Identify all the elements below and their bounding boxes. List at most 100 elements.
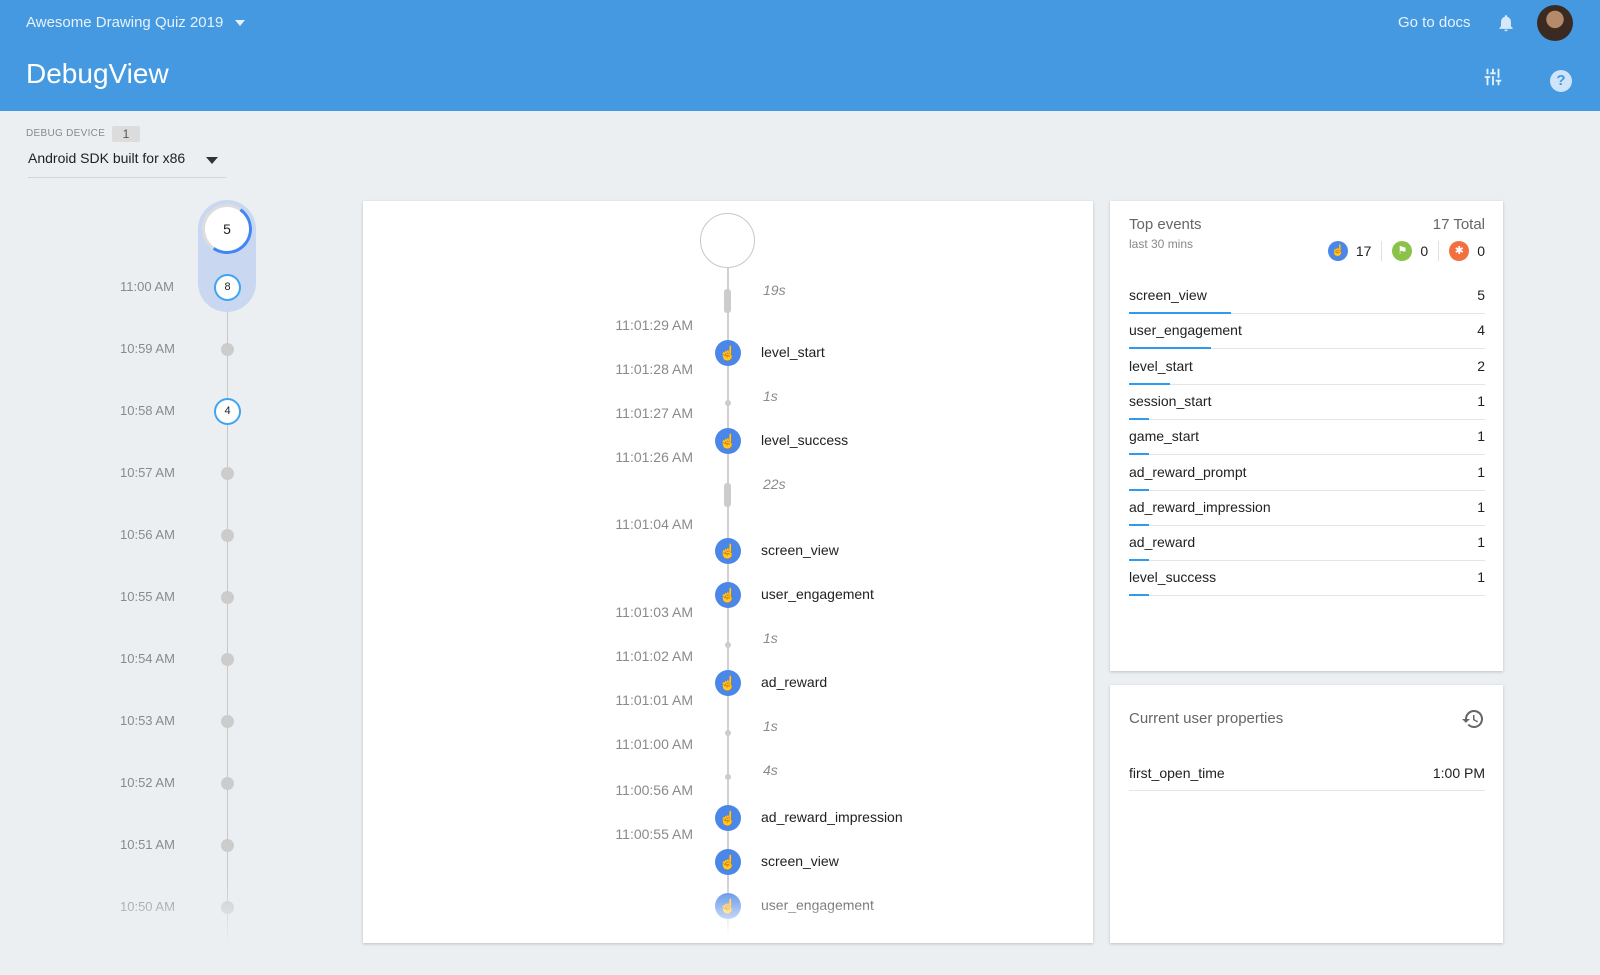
top-events-total: 17 Total (1432, 216, 1485, 233)
event-count: 4 (1477, 322, 1485, 339)
gap-dot (725, 400, 731, 406)
minute-time: 10:52 AM (120, 775, 175, 790)
touch-icon[interactable]: ☝ (715, 340, 741, 366)
event-timestamp: 11:00:56 AM (615, 782, 693, 798)
minute-time: 10:59 AM (120, 341, 175, 356)
minute-dot[interactable] (221, 343, 234, 356)
event-name: ad_reward_impression (1129, 498, 1271, 515)
event-count: 1 (1477, 463, 1485, 480)
minute-time: 10:54 AM (120, 651, 175, 666)
tune-icon[interactable] (1482, 66, 1504, 88)
event-name: session_start (1129, 392, 1212, 409)
top-event-row[interactable]: level_start 2 (1129, 349, 1485, 385)
divider (1381, 241, 1383, 261)
event-name[interactable]: user_engagement (761, 586, 874, 602)
touch-icon[interactable]: ☝ (715, 428, 741, 454)
event-timestamp: 11:01:29 AM (615, 317, 693, 333)
property-name: first_open_time (1129, 765, 1225, 781)
event-timestamp: 11:01:01 AM (615, 692, 693, 708)
minute-count-badge[interactable]: 8 (214, 274, 241, 301)
help-icon[interactable]: ? (1550, 70, 1572, 92)
minute-dot[interactable] (221, 715, 234, 728)
event-timestamp: 11:01:00 AM (615, 736, 693, 752)
history-icon[interactable] (1461, 707, 1485, 731)
event-name[interactable]: level_success (761, 432, 849, 448)
avatar[interactable] (1537, 5, 1573, 41)
stream-fade (363, 883, 1093, 943)
event-count: 1 (1477, 428, 1485, 445)
top-event-row[interactable]: session_start 1 (1129, 384, 1485, 420)
property-value: 1:00 PM (1432, 765, 1485, 781)
event-count: 1 (1477, 534, 1485, 551)
event-name[interactable]: ad_reward (761, 674, 828, 690)
minute-time: 10:55 AM (120, 589, 175, 604)
touch-icon[interactable]: ☝ (715, 582, 741, 608)
event-count-bar (1129, 382, 1170, 385)
event-name[interactable]: ad_reward_impression (761, 809, 903, 825)
minute-time: 10:53 AM (120, 713, 175, 728)
event-count: 1 (1477, 569, 1485, 586)
gap-duration: 19s (763, 282, 786, 298)
top-event-row[interactable]: level_success 1 (1129, 560, 1485, 597)
event-name[interactable]: level_start (761, 344, 825, 360)
event-timestamp: 11:00:55 AM (615, 826, 693, 842)
stream-head-circle (700, 213, 755, 268)
debug-device-label: DEBUG DEVICE (26, 128, 106, 139)
bell-icon[interactable] (1496, 12, 1516, 34)
minute-dot[interactable] (221, 467, 234, 480)
event-count-bar (1129, 523, 1150, 526)
flag-icon: ⚑ (1392, 241, 1413, 261)
event-count: 2 (1477, 357, 1485, 374)
top-event-row[interactable]: game_start 1 (1129, 419, 1485, 456)
gap-duration: 1s (763, 718, 778, 734)
event-name: user_engagement (1129, 322, 1242, 339)
top-event-row[interactable]: ad_reward 1 (1129, 525, 1485, 562)
minute-dot[interactable] (221, 591, 234, 604)
event-name[interactable]: screen_view (761, 853, 839, 869)
minute-time: 10:56 AM (120, 527, 175, 542)
project-selector[interactable]: Awesome Drawing Quiz 2019 (26, 14, 246, 31)
touch-icon[interactable]: ☝ (715, 538, 741, 564)
event-count-bar (1129, 347, 1211, 350)
top-event-row[interactable]: ad_reward_prompt 1 (1129, 455, 1485, 491)
current-count[interactable]: 5 (223, 221, 231, 237)
page-title: DebugView (26, 58, 169, 89)
event-timestamp: 11:01:27 AM (615, 405, 693, 421)
event-stream-card: 11:01:29 AM 11:01:28 AM 11:01:27 AM 11:01:2… (363, 201, 1093, 943)
chevron-down-icon (235, 20, 246, 27)
event-timestamp: 11:01:26 AM (615, 449, 693, 465)
minute-dot[interactable] (221, 777, 234, 790)
event-count: 5 (1477, 287, 1485, 303)
event-name: ad_reward (1129, 534, 1196, 551)
bug-icon: ✱ (1449, 241, 1470, 261)
event-name: level_start (1129, 357, 1193, 374)
event-type-count: 0 (1477, 243, 1485, 259)
top-events-title: Top events (1129, 216, 1202, 233)
minute-count-badge[interactable]: 4 (214, 398, 241, 425)
minute-dot[interactable] (221, 529, 234, 542)
user-properties-title: Current user properties (1129, 710, 1284, 727)
event-count-bar (1129, 559, 1150, 562)
gap-duration: 1s (763, 630, 778, 646)
top-event-row[interactable]: ad_reward_impression 1 (1129, 490, 1485, 526)
user-property-row: first_open_time 1:00 PM (1129, 755, 1485, 791)
app-header: Awesome Drawing Quiz 2019 DebugView Go t… (0, 0, 1600, 111)
touch-icon[interactable]: ☝ (715, 670, 741, 696)
top-event-row[interactable]: user_engagement 4 (1129, 313, 1485, 350)
device-select-value: Android SDK built for x86 (28, 150, 186, 166)
device-select[interactable]: Android SDK built for x86 (28, 150, 226, 178)
gap-duration: 22s (763, 476, 786, 492)
minutes-timeline: 5 11:00 AM 8 10:59 AM 10:58 AM 4 10:57 AM 10:5… (0, 190, 340, 975)
touch-icon[interactable]: ☝ (715, 849, 741, 875)
event-name[interactable]: screen_view (761, 542, 839, 558)
top-event-row[interactable]: screen_view 5 (1129, 278, 1485, 314)
event-name: level_success (1129, 569, 1217, 586)
gap-dot (725, 642, 731, 648)
user-properties-card: Current user properties first_open_time 1… (1110, 685, 1503, 943)
divider (1438, 241, 1440, 261)
docs-link[interactable]: Go to docs (1398, 14, 1471, 31)
minute-dot[interactable] (221, 653, 234, 666)
touch-icon[interactable]: ☝ (715, 805, 741, 831)
minute-dot[interactable] (221, 839, 234, 852)
event-count-bar (1129, 312, 1231, 314)
